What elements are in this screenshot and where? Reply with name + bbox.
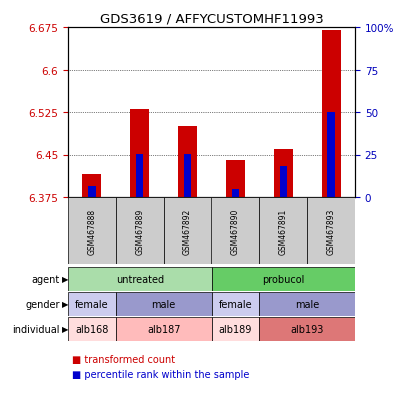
- Text: ▶: ▶: [62, 275, 68, 284]
- Bar: [68, 292, 116, 316]
- Text: female: female: [75, 299, 108, 309]
- Bar: [259, 317, 354, 341]
- Bar: [327, 113, 334, 197]
- Bar: [279, 166, 286, 197]
- Bar: [259, 197, 306, 264]
- Bar: [68, 267, 211, 291]
- Text: GSM467889: GSM467889: [135, 208, 144, 254]
- Text: individual: individual: [12, 324, 60, 334]
- Text: GSM467891: GSM467891: [278, 208, 287, 254]
- Bar: [211, 317, 259, 341]
- Text: male: male: [151, 299, 175, 309]
- Bar: [211, 197, 259, 264]
- Bar: [259, 292, 354, 316]
- Text: GSM467890: GSM467890: [230, 208, 239, 254]
- Bar: [273, 150, 292, 197]
- Bar: [68, 197, 116, 264]
- Bar: [82, 175, 101, 197]
- Text: alb189: alb189: [218, 324, 252, 334]
- Text: alb193: alb193: [290, 324, 323, 334]
- Text: male: male: [294, 299, 319, 309]
- Bar: [211, 292, 259, 316]
- Text: GSM467892: GSM467892: [183, 208, 191, 254]
- Text: alb168: alb168: [75, 324, 108, 334]
- Bar: [211, 267, 354, 291]
- Bar: [88, 186, 95, 197]
- Text: gender: gender: [25, 299, 60, 309]
- Bar: [231, 189, 238, 197]
- Bar: [178, 127, 197, 197]
- Bar: [136, 155, 143, 197]
- Text: GSM467893: GSM467893: [326, 208, 335, 254]
- Bar: [116, 317, 211, 341]
- Text: ■ percentile rank within the sample: ■ percentile rank within the sample: [72, 369, 249, 379]
- Text: ▶: ▶: [62, 325, 68, 334]
- Bar: [321, 31, 340, 197]
- Bar: [130, 110, 149, 197]
- Bar: [68, 317, 116, 341]
- Text: untreated: untreated: [115, 274, 164, 284]
- Bar: [116, 292, 211, 316]
- Text: probucol: probucol: [261, 274, 304, 284]
- Text: female: female: [218, 299, 252, 309]
- Bar: [184, 155, 191, 197]
- Text: GSM467888: GSM467888: [87, 208, 96, 254]
- Bar: [306, 197, 354, 264]
- Text: alb187: alb187: [146, 324, 180, 334]
- Text: agent: agent: [31, 274, 60, 284]
- Text: ■ transformed count: ■ transformed count: [72, 354, 175, 364]
- Bar: [163, 197, 211, 264]
- Bar: [116, 197, 163, 264]
- Bar: [225, 161, 245, 197]
- Title: GDS3619 / AFFYCUSTOMHF11993: GDS3619 / AFFYCUSTOMHF11993: [99, 12, 323, 25]
- Text: ▶: ▶: [62, 300, 68, 309]
